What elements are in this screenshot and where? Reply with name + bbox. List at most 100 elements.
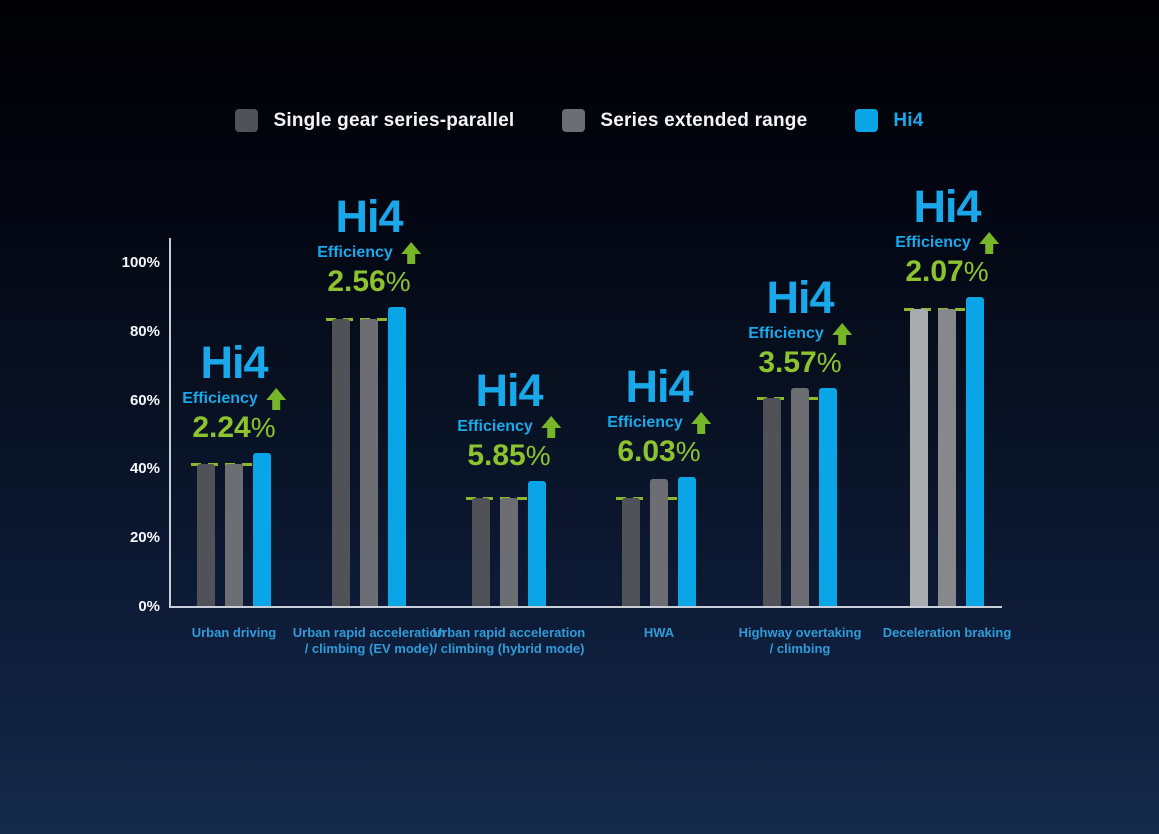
bar-series-extended-range <box>650 479 668 608</box>
gain-percent-sign: % <box>525 439 551 471</box>
gain-percent-sign: % <box>385 266 411 297</box>
efficiency-label: Efficiency <box>457 417 533 435</box>
efficiency-gain: 3.57% <box>748 345 852 379</box>
efficiency-gain: 2.56% <box>317 267 421 297</box>
plot-area: Hi4 Efficiency 2.24% Hi4 Efficiency 2.56% Hi4 E… <box>170 184 1000 608</box>
hi4-headline: Hi4 <box>475 364 543 416</box>
x-axis-label: Highway overtaking / climbing <box>690 625 910 657</box>
x-axis-label: HWA <box>549 625 769 641</box>
hi4-headline: Hi4 <box>913 180 981 232</box>
bar-group-deceleration-braking: Hi4 Efficiency 2.07% <box>895 184 999 608</box>
bar-series-extended-range <box>791 387 809 608</box>
x-axis-line <box>169 606 1002 608</box>
bar-series-extended-range <box>500 497 518 608</box>
legend-item-single-gear-series-parallel: Single gear series-parallel <box>235 109 514 132</box>
bar-hi4 <box>528 480 546 608</box>
bar-single-gear-series-parallel <box>197 463 215 608</box>
hi4-annotation: Hi4 Efficiency 5.85% <box>457 364 561 472</box>
efficiency-up-arrow-icon <box>831 322 852 345</box>
efficiency-up-arrow-icon <box>690 412 711 435</box>
efficiency-row: Efficiency <box>607 412 711 435</box>
x-axis-label-line: Urban rapid acceleration <box>432 625 586 640</box>
efficiency-row: Efficiency <box>457 415 561 438</box>
bar-hi4 <box>966 296 984 608</box>
efficiency-label: Efficiency <box>895 233 971 251</box>
efficiency-label: Efficiency <box>182 390 258 408</box>
gain-percent-sign: % <box>250 412 276 444</box>
efficiency-label: Efficiency <box>748 324 824 342</box>
hi4-annotation: Hi4 Efficiency 2.24% <box>182 340 286 443</box>
legend-item-series-extended-range: Series extended range <box>562 109 807 132</box>
bar-hi4 <box>388 307 406 608</box>
legend-label-hi4: Hi4 <box>893 109 924 131</box>
efficiency-up-arrow-icon <box>540 415 561 438</box>
efficiency-row: Efficiency <box>182 388 286 411</box>
bar-series-extended-range <box>225 463 243 608</box>
hi4-headline: Hi4 <box>766 271 834 323</box>
bar-group-urban-driving: Hi4 Efficiency 2.24% <box>182 238 286 608</box>
efficiency-row: Efficiency <box>895 231 999 254</box>
y-axis-tick-label: 100% <box>121 254 160 271</box>
bar-hi4 <box>819 387 837 608</box>
hi4-headline: Hi4 <box>625 361 693 413</box>
efficiency-row: Efficiency <box>317 242 421 264</box>
x-axis-label-line: HWA <box>643 625 675 640</box>
efficiency-gain: 2.07% <box>895 254 999 288</box>
bar-series-extended-range <box>938 308 956 608</box>
legend-swatch-single-gear-icon <box>235 109 259 132</box>
bar-series-extended-range <box>360 319 378 608</box>
x-axis-label-line: Urban rapid acceleration <box>292 625 446 640</box>
efficiency-label: Efficiency <box>317 244 393 261</box>
legend: Single gear series-parallel Series exten… <box>0 109 1159 132</box>
gain-value: 2.24 <box>192 411 251 445</box>
bar-group-urban-rapid-acceleration-climbing-hybrid-mode: Hi4 Efficiency 5.85% <box>457 238 561 608</box>
efficiency-gain: 2.24% <box>182 413 286 443</box>
hi4-annotation: Hi4 Efficiency 3.57% <box>748 271 852 379</box>
efficiency-up-arrow-icon <box>400 242 421 264</box>
bar-group-hwa: Hi4 Efficiency 6.03% <box>607 238 711 608</box>
gain-value: 2.07 <box>905 254 964 288</box>
y-axis-tick-label: 80% <box>129 322 160 340</box>
x-axis-label-line: Highway overtaking <box>738 625 862 640</box>
gain-percent-sign: % <box>963 255 989 287</box>
efficiency-up-arrow-icon <box>265 388 286 411</box>
bar-single-gear-series-parallel <box>332 319 350 608</box>
efficiency-up-arrow-icon <box>978 231 999 254</box>
bar-single-gear-series-parallel <box>622 497 640 608</box>
gain-value: 2.56 <box>327 265 386 298</box>
legend-label-single-gear: Single gear series-parallel <box>273 109 515 131</box>
x-axis-label-line: / climbing <box>769 641 831 656</box>
gain-value: 6.03 <box>617 435 676 469</box>
x-axis-label-line: Deceleration braking <box>882 625 1012 640</box>
x-axis-label-line: / climbing (hybrid mode) <box>433 641 585 656</box>
x-axis-label: Urban rapid acceleration / climbing (EV m… <box>259 625 479 657</box>
bar-single-gear-series-parallel <box>910 308 928 608</box>
legend-label-series-extended: Series extended range <box>600 109 808 131</box>
y-axis-tick-label: 60% <box>129 391 160 409</box>
efficiency-label: Efficiency <box>607 414 683 432</box>
x-axis-label-line: / climbing (EV mode) <box>304 641 434 656</box>
bar-group-urban-rapid-acceleration-climbing-ev-mode: Hi4 Efficiency 2.56% <box>317 194 421 608</box>
legend-swatch-hi4-icon <box>855 109 879 132</box>
x-axis-label: Urban rapid acceleration / climbing (hybr… <box>399 625 619 657</box>
legend-item-hi4: Hi4 <box>855 109 923 132</box>
y-axis-line <box>169 238 171 608</box>
x-axis-label: Deceleration braking <box>837 625 1057 641</box>
efficiency-gain: 6.03% <box>607 437 711 467</box>
bar-hi4 <box>253 453 271 608</box>
gain-value: 3.57 <box>758 345 817 379</box>
hi4-annotation: Hi4 Efficiency 6.03% <box>607 361 711 467</box>
efficiency-row: Efficiency <box>748 322 852 345</box>
gain-value: 5.85 <box>467 438 526 472</box>
hi4-annotation: Hi4 Efficiency 2.56% <box>317 194 421 297</box>
gain-percent-sign: % <box>816 346 842 378</box>
x-axis-label-line: Urban driving <box>191 625 277 640</box>
efficiency-gain: 5.85% <box>457 438 561 472</box>
x-axis-label: Urban driving <box>124 625 344 641</box>
bar-single-gear-series-parallel <box>763 398 781 608</box>
y-axis-tick-label: 20% <box>129 529 160 547</box>
bar-hi4 <box>678 477 696 608</box>
gain-percent-sign: % <box>675 436 701 468</box>
bar-single-gear-series-parallel <box>472 497 490 608</box>
